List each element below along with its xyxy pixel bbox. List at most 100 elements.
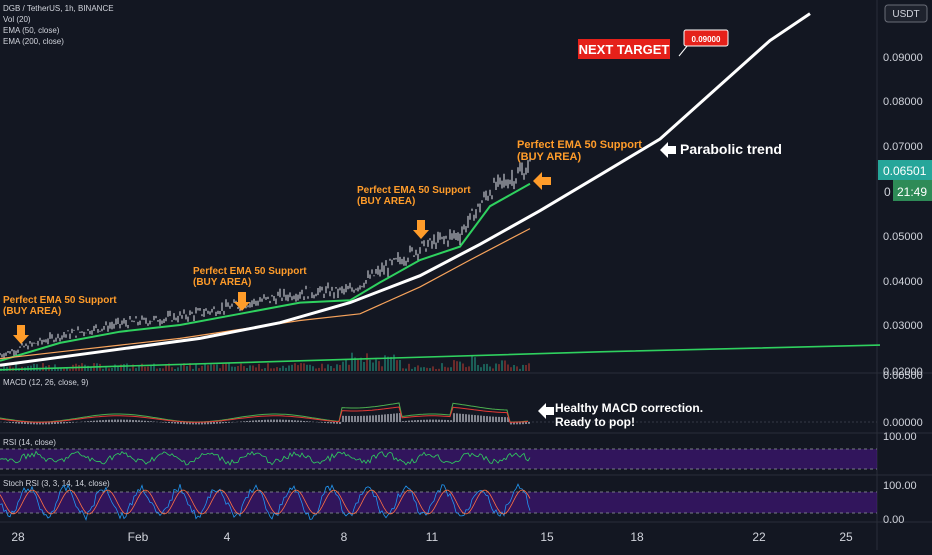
macd-hist-bar: [366, 416, 368, 422]
macd-hist-bar: [210, 422, 212, 424]
macd-hist-bar: [330, 422, 332, 423]
macd-hist-bar: [450, 420, 452, 422]
volume-bar: [315, 369, 317, 372]
macd-hist-bar: [300, 421, 302, 422]
volume-bar: [243, 366, 245, 371]
macd-hist-bar: [279, 420, 281, 422]
volume-bar: [492, 368, 494, 371]
volume-bar: [510, 367, 512, 371]
macd-hist-bar: [87, 421, 89, 422]
volume-bar: [486, 364, 488, 371]
price-tick: 0.09000: [883, 52, 923, 64]
macd-hist-bar: [495, 417, 497, 422]
macd-hist-bar: [444, 420, 446, 422]
macd-hist-bar: [117, 420, 119, 422]
macd-hist-bar: [123, 420, 125, 422]
macd-hist-bar: [225, 422, 227, 423]
volume-bar: [462, 364, 464, 372]
volume-bar: [468, 366, 470, 371]
volume-bar: [147, 367, 149, 372]
macd-hist-bar: [138, 420, 140, 422]
macd-hist-bar: [462, 414, 464, 422]
volume-bar: [144, 367, 146, 371]
volume-bar: [111, 368, 113, 371]
macd-hist-bar: [135, 420, 137, 422]
macd-hist-bar: [492, 417, 494, 422]
macd-hist-bar: [120, 420, 122, 422]
time-tick: 18: [630, 530, 644, 544]
volume-bar: [135, 368, 137, 371]
volume-bar: [348, 365, 350, 371]
volume-bar: [336, 364, 338, 371]
macd-hist-bar: [270, 420, 272, 422]
macd-hist-bar: [219, 422, 221, 424]
volume-bar: [90, 368, 92, 372]
macd-hist-bar: [258, 420, 260, 422]
indicator-vol: Vol (20): [3, 15, 31, 24]
time-tick: 15: [540, 530, 554, 544]
target-value-label: 0.09000: [692, 35, 721, 44]
time-tick: 22: [752, 530, 766, 544]
volume-bar: [366, 353, 368, 371]
macd-hist-bar: [96, 421, 98, 423]
macd-hist-bar: [483, 416, 485, 422]
volume-bar: [357, 360, 359, 371]
macd-note-line1: Healthy MACD correction.: [555, 401, 703, 415]
macd-hist-bar: [417, 420, 419, 422]
price-tick: 0.04000: [883, 276, 923, 288]
macd-hist-bar: [162, 422, 164, 423]
macd-hist-bar: [171, 422, 173, 423]
macd-hist-bar: [381, 415, 383, 422]
volume-bar: [363, 362, 365, 371]
support-sublabel: (BUY AREA): [3, 306, 61, 317]
macd-hist-bar: [354, 416, 356, 422]
last-price-label: 0.06501: [883, 164, 927, 178]
macd-hist-bar: [228, 422, 230, 423]
volume-bar: [213, 365, 215, 371]
volume-bar: [306, 365, 308, 371]
volume-bar: [447, 368, 449, 372]
volume-bar: [288, 366, 290, 372]
macd-hist-bar: [405, 421, 407, 422]
symbol-title: DGB / TetherUS, 1h, BINANCE: [3, 4, 114, 13]
volume-bar: [432, 366, 434, 371]
macd-hist-bar: [357, 416, 359, 422]
volume-bar: [420, 367, 422, 371]
volume-bar: [174, 369, 176, 371]
macd-hist-bar: [408, 421, 410, 422]
volume-bar: [411, 369, 413, 371]
stoch-tick: 0.00: [883, 514, 904, 526]
volume-bar: [399, 360, 401, 371]
macd-hist-bar: [9, 422, 11, 423]
currency-badge[interactable]: USDT: [885, 5, 927, 22]
macd-hist-bar: [348, 416, 350, 422]
volume-bar: [36, 364, 38, 371]
volume-bar: [522, 365, 524, 371]
volume-bar: [276, 367, 278, 371]
volume-bar: [51, 369, 53, 371]
macd-hist-bar: [369, 416, 371, 423]
support-sublabel: (BUY AREA): [517, 151, 582, 163]
volume-bar: [222, 364, 224, 371]
macd-hist-bar: [165, 422, 167, 423]
macd-hist-bar: [105, 420, 107, 422]
volume-bar: [456, 361, 458, 371]
macd-hist-bar: [177, 422, 179, 424]
macd-hist-bar: [363, 416, 365, 422]
macd-hist-bar: [453, 413, 455, 422]
volume-bar: [210, 364, 212, 371]
macd-hist-bar: [498, 417, 500, 422]
volume-bar: [138, 366, 140, 371]
support-sublabel: (BUY AREA): [357, 196, 415, 207]
macd-hist-bar: [222, 422, 224, 423]
volume-bar: [402, 368, 404, 371]
volume-bar: [519, 369, 521, 371]
volume-bar: [279, 368, 281, 371]
volume-bar: [123, 364, 125, 371]
macd-hist-bar: [246, 421, 248, 422]
volume-bar: [108, 368, 110, 371]
time-tick: 28: [11, 530, 25, 544]
volume-bar: [177, 367, 179, 371]
